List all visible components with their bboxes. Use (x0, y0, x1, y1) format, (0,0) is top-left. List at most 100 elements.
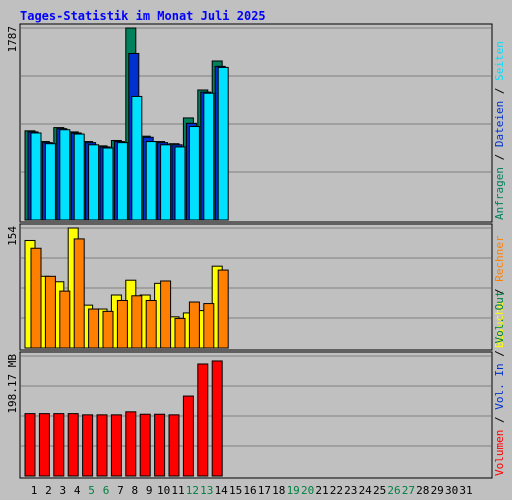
legend-item-seiten: Seiten (493, 41, 506, 81)
bar-seiten-10 (160, 144, 172, 221)
bar-seiten-12 (188, 126, 200, 221)
bar-volumen-9 (139, 413, 151, 477)
legend-separator: / (493, 81, 506, 101)
bar-rechner-11 (174, 317, 186, 349)
x-tick-6: 6 (103, 484, 110, 497)
y-max-label: 1787 (6, 26, 19, 53)
legend-separator: / (493, 344, 506, 364)
x-tick-28: 28 (416, 484, 429, 497)
x-tick-27: 27 (402, 484, 415, 497)
bar-volumen-1 (24, 413, 36, 477)
x-tick-31: 31 (459, 484, 472, 497)
bar-volumen-7 (110, 414, 122, 477)
x-tick-23: 23 (344, 484, 357, 497)
bar-rechner-6 (102, 310, 114, 349)
legend: Anfragen / Dateien / Seiten Besuche / Rec… (493, 41, 506, 476)
legend-separator: / (493, 410, 506, 430)
panel-requests: 1787 (6, 23, 493, 223)
bar-seiten-1 (30, 132, 42, 221)
x-tick-21: 21 (315, 484, 328, 497)
x-tick-19: 19 (287, 484, 300, 497)
x-tick-12: 12 (186, 484, 199, 497)
legend-requests: Anfragen / Dateien / Seiten (493, 41, 506, 220)
bar-rechner-7 (116, 299, 128, 349)
legend-item-besuche: Besuche (493, 302, 506, 348)
x-tick-18: 18 (272, 484, 285, 497)
x-tick-5: 5 (88, 484, 95, 497)
bar-volumen-6 (96, 414, 108, 477)
bar-volumen-12 (182, 395, 194, 477)
y-max-label: 154 (6, 226, 19, 246)
x-tick-16: 16 (243, 484, 256, 497)
y-max-label: 198.17 MB (6, 354, 19, 414)
bar-seiten-14 (217, 66, 229, 221)
x-tick-17: 17 (258, 484, 271, 497)
bar-seiten-5 (88, 144, 100, 221)
x-tick-3: 3 (59, 484, 66, 497)
bar-rechner-2 (44, 275, 56, 349)
bar-seiten-3 (59, 129, 71, 221)
x-tick-13: 13 (200, 484, 213, 497)
x-tick-10: 10 (157, 484, 170, 497)
x-tick-1: 1 (31, 484, 38, 497)
bar-volumen-14 (211, 360, 223, 477)
legend-item-vol-out: Vol. Out (493, 291, 506, 344)
legend-item-anfragen: Anfragen (493, 167, 506, 220)
x-tick-29: 29 (431, 484, 444, 497)
bar-volumen-3 (53, 413, 65, 477)
x-tick-7: 7 (117, 484, 124, 497)
x-tick-20: 20 (301, 484, 314, 497)
chart-title: Tages-Statistik im Monat Juli 2025 (20, 9, 266, 23)
x-tick-4: 4 (74, 484, 81, 497)
bar-seiten-4 (73, 133, 85, 221)
bar-rechner-12 (188, 301, 200, 349)
bar-rechner-8 (131, 295, 143, 349)
bar-rechner-4 (73, 238, 85, 349)
x-tick-8: 8 (131, 484, 138, 497)
x-tick-22: 22 (330, 484, 343, 497)
bar-volumen-4 (67, 413, 79, 477)
legend-visits: Besuche / Rechner (493, 235, 506, 348)
x-tick-15: 15 (229, 484, 242, 497)
bar-volumen-5 (82, 414, 94, 477)
bar-volumen-11 (168, 414, 180, 477)
bar-seiten-7 (116, 142, 128, 221)
bar-seiten-8 (131, 95, 143, 221)
x-tick-26: 26 (387, 484, 400, 497)
bar-seiten-6 (102, 147, 114, 221)
legend-separator: / (493, 282, 506, 302)
x-tick-2: 2 (45, 484, 52, 497)
bar-rechner-10 (160, 280, 172, 349)
bar-rechner-3 (59, 290, 71, 349)
bar-volumen-8 (125, 411, 137, 477)
bar-seiten-13 (203, 92, 215, 221)
bar-rechner-1 (30, 247, 42, 349)
x-tick-11: 11 (171, 484, 184, 497)
panel-volume: 198.17 MB (6, 351, 493, 479)
bar-rechner-14 (217, 269, 229, 349)
bar-seiten-2 (44, 143, 56, 221)
bar-volumen-2 (38, 413, 50, 477)
panel-visits: 154 (6, 223, 493, 351)
bar-volumen-10 (154, 413, 166, 477)
bar-rechner-9 (145, 299, 157, 349)
legend-item-dateien: Dateien (493, 101, 506, 147)
x-tick-25: 25 (373, 484, 386, 497)
bar-volumen-13 (197, 363, 209, 477)
bar-rechner-5 (88, 308, 100, 349)
legend-item-rechner: Rechner (493, 235, 506, 282)
legend-volume: Volumen / Vol. In / Vol. Out (493, 291, 506, 476)
bar-rechner-13 (203, 303, 215, 349)
x-tick-24: 24 (359, 484, 373, 497)
bar-seiten-9 (145, 141, 157, 221)
legend-separator: / (493, 147, 506, 167)
x-axis-ticks: 1 2 3 4 5 6 7 8 9 10 11 12 13 14 15 16 17 18 19 20 21 22 23 24 2… (31, 484, 473, 497)
bar-seiten-11 (174, 146, 186, 221)
legend-item-vol-in: Vol. In (493, 363, 506, 409)
panels-layer: 1787 154 198.17 MB (6, 23, 493, 479)
x-tick-30: 30 (445, 484, 458, 497)
legend-item-volumen: Volumen (493, 430, 506, 476)
x-tick-14: 14 (215, 484, 229, 497)
